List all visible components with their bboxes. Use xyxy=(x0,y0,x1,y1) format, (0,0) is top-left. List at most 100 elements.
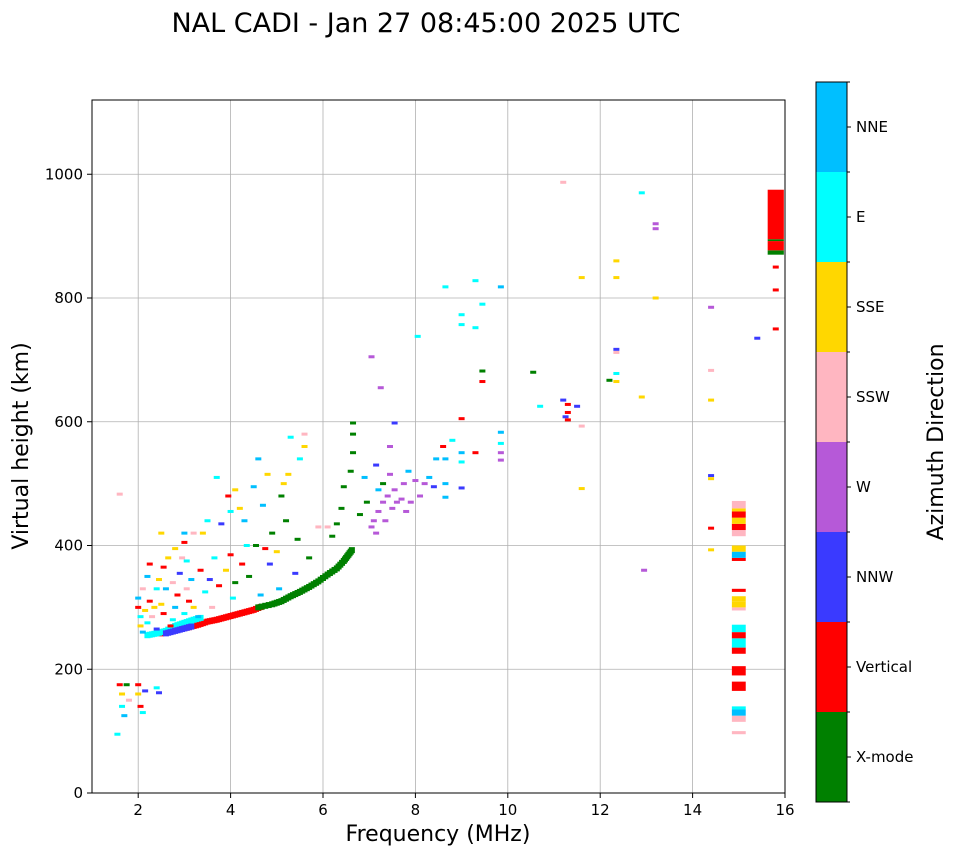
echo-point xyxy=(213,475,220,479)
echo-point xyxy=(155,691,162,695)
echo-point xyxy=(139,711,146,715)
colorbar-segment xyxy=(816,82,847,172)
echo-point xyxy=(479,302,486,306)
echo-column-segment xyxy=(731,607,746,611)
colorbar-segment xyxy=(816,712,847,802)
echo-point xyxy=(181,540,188,544)
echo-point xyxy=(174,593,181,597)
echo-point xyxy=(206,578,213,582)
echo-point xyxy=(181,531,188,535)
echo-point xyxy=(186,599,193,603)
y-tick-label: 400 xyxy=(54,537,83,555)
echo-point xyxy=(708,305,715,309)
echo-point xyxy=(301,432,308,436)
echo-point xyxy=(368,525,375,529)
echo-point xyxy=(398,497,405,501)
echo-column-segment xyxy=(731,517,746,524)
x-axis-ticks: 2 4 6 8 10 12 14 16 xyxy=(133,793,795,819)
echo-point xyxy=(139,630,146,634)
echo-point xyxy=(497,430,504,434)
y-tick-label: 800 xyxy=(54,289,83,307)
echo-point xyxy=(135,605,142,609)
echo-point xyxy=(377,386,384,390)
echo-point xyxy=(153,686,160,690)
echo-point xyxy=(412,479,419,483)
echo-point xyxy=(135,683,142,687)
echo-point xyxy=(176,571,183,575)
colorbar-frame xyxy=(815,81,848,803)
echo-point xyxy=(146,599,153,603)
echo-point xyxy=(772,288,779,292)
y-tick-label: 1000 xyxy=(45,165,83,183)
echo-point xyxy=(613,350,620,354)
echo-point xyxy=(613,371,620,375)
echo-point xyxy=(229,596,236,600)
echo-points xyxy=(114,180,784,736)
echo-point xyxy=(183,559,190,563)
echo-point xyxy=(144,574,151,578)
echo-point xyxy=(144,621,151,625)
echo-point xyxy=(211,556,218,560)
echo-point xyxy=(578,487,585,491)
echo-trace-point xyxy=(258,603,265,610)
colorbar-segment xyxy=(816,442,847,532)
echo-point xyxy=(283,519,290,523)
echo-point xyxy=(564,418,571,422)
echo-column-segment xyxy=(731,624,746,633)
echo-column-segment xyxy=(731,731,746,735)
echo-point xyxy=(708,368,715,372)
echo-point xyxy=(239,562,246,566)
echo-point xyxy=(472,279,479,283)
echo-point xyxy=(172,547,179,551)
echo-point xyxy=(370,519,377,523)
echo-point xyxy=(243,544,250,547)
echo-point xyxy=(578,424,585,428)
echo-point xyxy=(537,404,544,408)
echo-point xyxy=(241,519,248,523)
echo-point xyxy=(754,336,761,340)
echo-point xyxy=(340,485,347,489)
echo-point xyxy=(708,474,715,478)
echo-trace-point xyxy=(265,602,272,609)
echo-point xyxy=(209,605,216,609)
echo-point xyxy=(638,191,645,195)
echo-column-segment xyxy=(731,601,746,608)
echo-point xyxy=(153,627,160,631)
echo-column-segment xyxy=(731,709,746,716)
echo-point xyxy=(169,618,176,622)
echo-point xyxy=(225,494,232,498)
echo-point xyxy=(142,608,149,612)
echo-point xyxy=(350,451,357,455)
echo-column-segment xyxy=(767,189,784,240)
echo-point xyxy=(218,522,225,526)
echo-point xyxy=(426,475,433,479)
echo-trace-point xyxy=(262,602,269,609)
echo-point xyxy=(458,451,465,455)
echo-point xyxy=(472,451,479,455)
echo-point xyxy=(560,398,567,402)
echo-column-segment xyxy=(731,551,746,558)
echo-point xyxy=(350,432,357,436)
colorbar-label: E xyxy=(856,208,865,226)
colorbar-segment xyxy=(816,622,847,712)
echo-point xyxy=(306,556,313,560)
echo-column-segment xyxy=(731,500,746,509)
echo-column-segment xyxy=(731,666,746,676)
echo-point xyxy=(564,402,571,406)
echo-point xyxy=(153,587,160,591)
echo-column-segment xyxy=(731,596,746,602)
echo-point xyxy=(125,698,132,702)
echo-point xyxy=(262,547,269,551)
echo-point xyxy=(232,581,239,585)
echo-point xyxy=(442,495,449,499)
echo-point xyxy=(708,548,715,552)
x-tick-label: 6 xyxy=(318,801,328,819)
echo-point xyxy=(285,472,292,476)
x-tick-label: 8 xyxy=(411,801,421,819)
y-axis-label: Virtual height (km) xyxy=(9,342,34,549)
colorbar-label: X-mode xyxy=(856,748,913,766)
echo-point xyxy=(135,596,142,600)
colorbar-segment xyxy=(816,172,847,262)
echo-point xyxy=(708,477,715,481)
echo-point xyxy=(250,485,257,489)
